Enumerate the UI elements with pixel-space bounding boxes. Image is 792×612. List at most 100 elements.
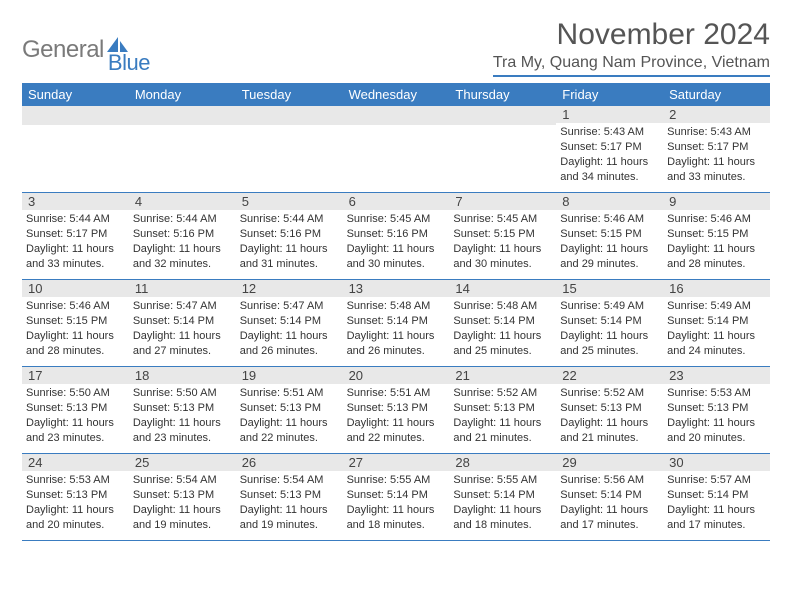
day-cell: 4Sunrise: 5:44 AMSunset: 5:16 PMDaylight… — [129, 193, 236, 279]
day-number: 1 — [556, 106, 663, 123]
day-number: 26 — [236, 454, 343, 471]
day-info: Sunrise: 5:50 AMSunset: 5:13 PMDaylight:… — [22, 384, 129, 449]
day-info: Sunrise: 5:50 AMSunset: 5:13 PMDaylight:… — [129, 384, 236, 449]
day-cell: 22Sunrise: 5:52 AMSunset: 5:13 PMDayligh… — [556, 367, 663, 453]
day-info: Sunrise: 5:47 AMSunset: 5:14 PMDaylight:… — [236, 297, 343, 362]
day-number: 16 — [663, 280, 770, 297]
empty-cell — [343, 106, 450, 192]
day-info: Sunrise: 5:44 AMSunset: 5:17 PMDaylight:… — [22, 210, 129, 275]
logo-text-1: General — [22, 36, 104, 64]
day-number: 22 — [556, 367, 663, 384]
day-cell: 13Sunrise: 5:48 AMSunset: 5:14 PMDayligh… — [343, 280, 450, 366]
day-info: Sunrise: 5:52 AMSunset: 5:13 PMDaylight:… — [556, 384, 663, 449]
day-of-week-tuesday: Tuesday — [236, 83, 343, 106]
day-number: 14 — [449, 280, 556, 297]
day-of-week-thursday: Thursday — [449, 83, 556, 106]
week-row: 10Sunrise: 5:46 AMSunset: 5:15 PMDayligh… — [22, 280, 770, 367]
day-cell: 19Sunrise: 5:51 AMSunset: 5:13 PMDayligh… — [236, 367, 343, 453]
day-info: Sunrise: 5:57 AMSunset: 5:14 PMDaylight:… — [663, 471, 770, 536]
day-cell: 17Sunrise: 5:50 AMSunset: 5:13 PMDayligh… — [22, 367, 129, 453]
day-cell: 29Sunrise: 5:56 AMSunset: 5:14 PMDayligh… — [556, 454, 663, 540]
empty-day-number — [449, 106, 556, 125]
day-number: 15 — [556, 280, 663, 297]
day-number: 29 — [556, 454, 663, 471]
day-info: Sunrise: 5:43 AMSunset: 5:17 PMDaylight:… — [556, 123, 663, 188]
day-number: 12 — [236, 280, 343, 297]
empty-cell — [129, 106, 236, 192]
day-number: 28 — [449, 454, 556, 471]
day-number: 10 — [22, 280, 129, 297]
day-number: 21 — [449, 367, 556, 384]
empty-day-number — [343, 106, 450, 125]
week-row: 3Sunrise: 5:44 AMSunset: 5:17 PMDaylight… — [22, 193, 770, 280]
day-cell: 15Sunrise: 5:49 AMSunset: 5:14 PMDayligh… — [556, 280, 663, 366]
location-subtitle: Tra My, Quang Nam Province, Vietnam — [493, 54, 770, 77]
day-info: Sunrise: 5:48 AMSunset: 5:14 PMDaylight:… — [343, 297, 450, 362]
day-cell: 16Sunrise: 5:49 AMSunset: 5:14 PMDayligh… — [663, 280, 770, 366]
day-of-week-sunday: Sunday — [22, 83, 129, 106]
day-number: 20 — [343, 367, 450, 384]
day-cell: 28Sunrise: 5:55 AMSunset: 5:14 PMDayligh… — [449, 454, 556, 540]
day-of-week-wednesday: Wednesday — [343, 83, 450, 106]
day-number: 30 — [663, 454, 770, 471]
day-number: 6 — [343, 193, 450, 210]
day-number: 2 — [663, 106, 770, 123]
day-info: Sunrise: 5:51 AMSunset: 5:13 PMDaylight:… — [343, 384, 450, 449]
day-info: Sunrise: 5:44 AMSunset: 5:16 PMDaylight:… — [236, 210, 343, 275]
day-info: Sunrise: 5:47 AMSunset: 5:14 PMDaylight:… — [129, 297, 236, 362]
day-cell: 24Sunrise: 5:53 AMSunset: 5:13 PMDayligh… — [22, 454, 129, 540]
day-info: Sunrise: 5:49 AMSunset: 5:14 PMDaylight:… — [556, 297, 663, 362]
empty-day-number — [129, 106, 236, 125]
day-cell: 25Sunrise: 5:54 AMSunset: 5:13 PMDayligh… — [129, 454, 236, 540]
day-number: 7 — [449, 193, 556, 210]
day-info: Sunrise: 5:43 AMSunset: 5:17 PMDaylight:… — [663, 123, 770, 188]
day-number: 4 — [129, 193, 236, 210]
day-number: 13 — [343, 280, 450, 297]
day-info: Sunrise: 5:52 AMSunset: 5:13 PMDaylight:… — [449, 384, 556, 449]
day-cell: 1Sunrise: 5:43 AMSunset: 5:17 PMDaylight… — [556, 106, 663, 192]
day-number: 24 — [22, 454, 129, 471]
empty-cell — [22, 106, 129, 192]
day-number: 27 — [343, 454, 450, 471]
title-block: November 2024 Tra My, Quang Nam Province… — [493, 18, 770, 77]
week-row: 17Sunrise: 5:50 AMSunset: 5:13 PMDayligh… — [22, 367, 770, 454]
day-info: Sunrise: 5:54 AMSunset: 5:13 PMDaylight:… — [129, 471, 236, 536]
day-info: Sunrise: 5:55 AMSunset: 5:14 PMDaylight:… — [343, 471, 450, 536]
logo-text-2: Blue — [108, 50, 150, 76]
day-cell: 12Sunrise: 5:47 AMSunset: 5:14 PMDayligh… — [236, 280, 343, 366]
day-info: Sunrise: 5:55 AMSunset: 5:14 PMDaylight:… — [449, 471, 556, 536]
day-cell: 10Sunrise: 5:46 AMSunset: 5:15 PMDayligh… — [22, 280, 129, 366]
empty-cell — [449, 106, 556, 192]
logo: General Blue — [22, 18, 150, 76]
day-of-week-friday: Friday — [556, 83, 663, 106]
day-number: 19 — [236, 367, 343, 384]
empty-day-number — [236, 106, 343, 125]
header: General Blue November 2024 Tra My, Quang… — [22, 18, 770, 77]
week-row: 1Sunrise: 5:43 AMSunset: 5:17 PMDaylight… — [22, 106, 770, 193]
day-cell: 2Sunrise: 5:43 AMSunset: 5:17 PMDaylight… — [663, 106, 770, 192]
day-of-week-monday: Monday — [129, 83, 236, 106]
day-number: 23 — [663, 367, 770, 384]
day-info: Sunrise: 5:56 AMSunset: 5:14 PMDaylight:… — [556, 471, 663, 536]
day-info: Sunrise: 5:49 AMSunset: 5:14 PMDaylight:… — [663, 297, 770, 362]
day-info: Sunrise: 5:46 AMSunset: 5:15 PMDaylight:… — [22, 297, 129, 362]
day-info: Sunrise: 5:53 AMSunset: 5:13 PMDaylight:… — [22, 471, 129, 536]
day-of-week-row: SundayMondayTuesdayWednesdayThursdayFrid… — [22, 83, 770, 106]
page-title: November 2024 — [493, 18, 770, 52]
day-number: 3 — [22, 193, 129, 210]
day-cell: 3Sunrise: 5:44 AMSunset: 5:17 PMDaylight… — [22, 193, 129, 279]
empty-day-number — [22, 106, 129, 125]
day-info: Sunrise: 5:53 AMSunset: 5:13 PMDaylight:… — [663, 384, 770, 449]
day-number: 8 — [556, 193, 663, 210]
day-number: 9 — [663, 193, 770, 210]
day-cell: 8Sunrise: 5:46 AMSunset: 5:15 PMDaylight… — [556, 193, 663, 279]
day-cell: 21Sunrise: 5:52 AMSunset: 5:13 PMDayligh… — [449, 367, 556, 453]
day-cell: 30Sunrise: 5:57 AMSunset: 5:14 PMDayligh… — [663, 454, 770, 540]
day-cell: 26Sunrise: 5:54 AMSunset: 5:13 PMDayligh… — [236, 454, 343, 540]
day-cell: 11Sunrise: 5:47 AMSunset: 5:14 PMDayligh… — [129, 280, 236, 366]
calendar: SundayMondayTuesdayWednesdayThursdayFrid… — [22, 83, 770, 541]
day-number: 11 — [129, 280, 236, 297]
empty-cell — [236, 106, 343, 192]
day-info: Sunrise: 5:44 AMSunset: 5:16 PMDaylight:… — [129, 210, 236, 275]
day-info: Sunrise: 5:54 AMSunset: 5:13 PMDaylight:… — [236, 471, 343, 536]
